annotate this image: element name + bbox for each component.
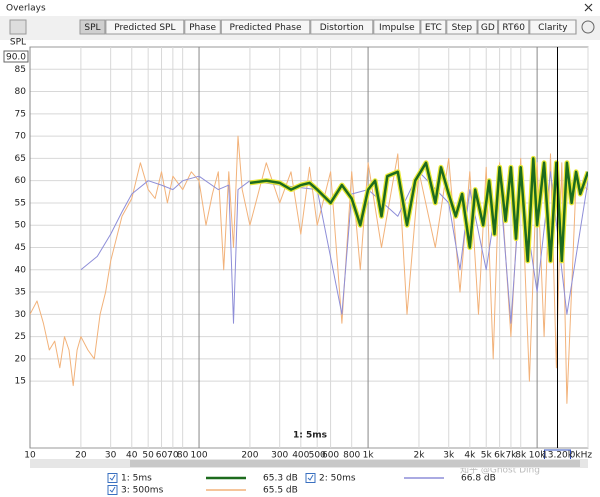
tab[interactable] <box>529 19 577 35</box>
legend-check[interactable] <box>109 474 116 481</box>
tab-label[interactable]: Predicted Phase <box>230 23 302 33</box>
legend-level: 65.3 dB <box>263 474 298 484</box>
camera-icon[interactable] <box>9 19 27 35</box>
y-tick-label: 65 <box>15 154 26 164</box>
cursor-label: 13.20k <box>542 451 574 461</box>
x-tick-label: 8k <box>515 451 527 461</box>
tab[interactable] <box>220 19 311 35</box>
x-tick-label: 100 <box>190 451 207 461</box>
annotation: 1: 5ms <box>293 431 327 441</box>
tab[interactable] <box>105 19 185 35</box>
y-tick-label: 40 <box>15 265 27 275</box>
x-tick-label: 400 <box>292 451 309 461</box>
tab-label[interactable]: RT60 <box>502 23 525 33</box>
legend-checkbox[interactable] <box>107 473 118 483</box>
x-tick-label: 3k <box>443 451 455 461</box>
x-tick-label: 60 <box>156 451 168 461</box>
x-tick-label: 300 <box>271 451 288 461</box>
y-max-value: 90.0 <box>6 53 26 63</box>
x-tick-label: 2k <box>413 451 425 461</box>
x-tick-label: 40 <box>126 451 138 461</box>
x-tick-label: 7k <box>505 451 517 461</box>
y-tick-label: 30 <box>15 310 27 320</box>
window-title: Overlays <box>6 4 46 14</box>
x-tick-label: 20kHz <box>564 451 592 461</box>
legend-name: 3: 500ms <box>121 486 164 496</box>
x-tick-label: 70 <box>167 451 179 461</box>
title-bar <box>0 0 600 16</box>
tab[interactable] <box>310 19 374 35</box>
y-tick-label: 60 <box>15 176 27 186</box>
tab[interactable] <box>420 19 447 35</box>
x-tick-label: 600 <box>322 451 339 461</box>
x-tick-label: 200 <box>241 451 258 461</box>
tab[interactable] <box>184 19 221 35</box>
x-tick-label: 10k <box>529 451 546 461</box>
x-tick-label: 50 <box>142 451 154 461</box>
tab-label[interactable]: SPL <box>84 23 100 33</box>
x-tick-label: 80 <box>177 451 189 461</box>
close-button[interactable] <box>584 3 593 12</box>
tab-label[interactable]: Predicted SPL <box>114 23 175 33</box>
x-tick-label: 10 <box>24 451 36 461</box>
x-tick-label: 5k <box>481 451 493 461</box>
y-tick-label: 50 <box>15 221 27 231</box>
y-tick-label: 20 <box>15 354 27 364</box>
plot-lines <box>30 135 588 404</box>
y-tick-label: 45 <box>15 243 26 253</box>
y-tick-label: 55 <box>15 198 26 208</box>
y-axis-label: SPL <box>10 38 26 48</box>
tab-label[interactable]: Impulse <box>379 23 415 33</box>
y-tick-label: 85 <box>15 65 26 75</box>
legend-name: 1: 5ms <box>121 474 152 484</box>
y-tick-label: 70 <box>15 132 27 142</box>
legend-level: 66.8 dB <box>461 474 496 484</box>
tab[interactable] <box>373 19 421 35</box>
series-line <box>30 135 588 404</box>
x-tick-label: 800 <box>343 451 360 461</box>
legend-checkbox[interactable] <box>107 485 118 495</box>
scrollbar-thumb[interactable] <box>130 460 580 467</box>
tab[interactable] <box>498 19 530 35</box>
legend-level: 65.5 dB <box>263 486 298 496</box>
tab[interactable] <box>79 19 106 35</box>
tab-label[interactable]: Step <box>452 23 473 33</box>
tab-label[interactable]: ETC <box>425 23 442 33</box>
legend-check[interactable] <box>307 474 314 481</box>
x-tick-label: 20 <box>75 451 87 461</box>
legend-name: 2: 50ms <box>319 474 356 484</box>
legend: 1: 5ms 65.3 dB 2: 50ms 66.8 dB 3: 500ms 65.5 … <box>107 473 496 496</box>
y-tick-label: 75 <box>15 109 26 119</box>
axes: 15 20 25 30 35 40 45 50 55 60 65 70 75 80 85 10 20 30 40 50… <box>15 47 592 461</box>
legend-checkbox[interactable] <box>305 473 316 483</box>
legend-check[interactable] <box>109 486 116 493</box>
y-tick-label: 80 <box>15 87 27 97</box>
tab-label[interactable]: GD <box>481 23 495 33</box>
y-max-input[interactable] <box>3 50 29 63</box>
x-tick-label: 30 <box>105 451 117 461</box>
y-tick-label: 15 <box>15 377 26 387</box>
x-tick-label: 6k <box>494 451 506 461</box>
y-tick-label: 25 <box>15 332 26 342</box>
tab-label[interactable]: Clarity <box>538 23 568 33</box>
x-tick-label: 500 <box>309 451 326 461</box>
tab-label[interactable]: Distortion <box>320 23 364 33</box>
series-line <box>249 157 588 263</box>
x-tick-label: 1k <box>363 451 375 461</box>
tab-label[interactable]: Phase <box>189 23 216 33</box>
tab[interactable] <box>477 19 499 35</box>
x-tick-label: 4k <box>464 451 476 461</box>
settings-icon[interactable] <box>581 20 595 34</box>
tab[interactable] <box>446 19 478 35</box>
y-tick-label: 35 <box>15 288 26 298</box>
